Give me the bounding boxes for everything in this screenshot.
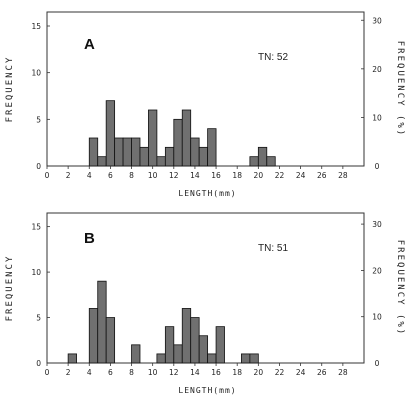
x-tick-label: 20 — [254, 368, 264, 377]
histogram-bar — [105, 317, 116, 364]
x-tick-label: 4 — [87, 368, 92, 377]
x-tick-label: 18 — [232, 171, 242, 180]
x-tick-label: 2 — [66, 368, 71, 377]
histogram-bar — [207, 353, 217, 364]
x-tick-label: 26 — [317, 368, 327, 377]
sample-size-annotation: TN: 51 — [258, 243, 288, 254]
histogram-bar — [215, 326, 225, 364]
y-left-tick-label: 5 — [36, 115, 41, 124]
y-left-axis-title: FREQUENCY — [5, 56, 15, 123]
histogram-bar — [105, 100, 116, 167]
y-right-tick-label: 20 — [372, 65, 382, 74]
histogram-bar — [131, 137, 141, 167]
x-tick-label: 20 — [254, 171, 264, 180]
histogram-bar — [173, 118, 183, 167]
histogram-bar — [257, 146, 268, 167]
histogram-bar — [97, 280, 107, 364]
y-left-axis-title: FREQUENCY — [5, 255, 15, 322]
x-tick-label: 16 — [211, 171, 221, 180]
histogram-bar — [139, 146, 149, 167]
sample-size-annotation: TN: 52 — [258, 52, 288, 63]
x-tick-label: 8 — [129, 368, 134, 377]
x-tick-label: 18 — [232, 368, 242, 377]
histogram-bar — [148, 109, 158, 167]
x-tick-label: 4 — [87, 171, 92, 180]
panel-label: B — [84, 230, 95, 247]
x-tick-label: 12 — [169, 171, 179, 180]
histogram-bar — [131, 344, 141, 364]
panel-label: A — [84, 36, 95, 53]
x-tick-label: 28 — [338, 368, 348, 377]
histogram-bar — [181, 109, 192, 167]
histogram-bar — [241, 353, 251, 364]
y-right-axis-title: FREQUENCY (%) — [395, 41, 405, 137]
x-tick-label: 0 — [45, 368, 50, 377]
x-tick-label: 24 — [296, 171, 306, 180]
y-left-tick-label: 0 — [36, 359, 41, 368]
x-tick-label: 22 — [275, 171, 285, 180]
y-right-tick-label: 0 — [375, 162, 380, 171]
histogram-bar — [190, 137, 200, 167]
histogram-bar — [67, 353, 77, 364]
histogram-bar — [122, 137, 132, 167]
histogram-bar — [190, 317, 200, 364]
x-tick-label: 24 — [296, 368, 306, 377]
histogram-bar — [173, 344, 183, 364]
x-tick-label: 14 — [190, 171, 200, 180]
histogram-bar — [207, 128, 217, 167]
x-tick-label: 2 — [66, 171, 71, 180]
x-tick-label: 16 — [211, 368, 221, 377]
x-tick-label: 10 — [148, 171, 158, 180]
y-right-tick-label: 30 — [372, 16, 382, 25]
y-left-tick-label: 10 — [31, 268, 41, 277]
histogram-bar — [156, 156, 166, 167]
histogram-bar — [249, 156, 259, 167]
x-axis-title: LENGTH(mm) — [178, 189, 236, 198]
histogram-bar — [266, 156, 276, 167]
x-axis-title: LENGTH(mm) — [178, 386, 236, 395]
y-left-tick-label: 0 — [36, 162, 41, 171]
histogram-bar — [164, 146, 175, 167]
x-tick-label: 6 — [108, 171, 113, 180]
histogram-bar — [88, 308, 99, 364]
y-right-tick-label: 30 — [372, 220, 382, 229]
y-right-tick-label: 10 — [372, 113, 382, 122]
x-tick-label: 28 — [338, 171, 348, 180]
histogram-bar — [181, 308, 192, 364]
y-left-tick-label: 10 — [31, 69, 41, 78]
y-right-tick-label: 0 — [375, 359, 380, 368]
histogram-bar — [97, 156, 107, 167]
x-tick-label: 8 — [129, 171, 134, 180]
x-tick-label: 0 — [45, 171, 50, 180]
x-tick-label: 14 — [190, 368, 200, 377]
histogram-bar — [249, 353, 259, 364]
histogram-bar — [164, 326, 175, 364]
x-tick-label: 26 — [317, 171, 327, 180]
histogram-bar — [88, 137, 99, 167]
y-left-tick-label: 5 — [36, 314, 41, 323]
x-tick-label: 10 — [148, 368, 158, 377]
y-left-tick-label: 15 — [31, 223, 41, 232]
histogram-bar — [198, 146, 209, 167]
x-tick-label: 12 — [169, 368, 179, 377]
y-left-tick-label: 15 — [31, 22, 41, 31]
x-tick-label: 22 — [275, 368, 285, 377]
histogram-bar — [156, 353, 166, 364]
histogram-bar — [198, 335, 209, 364]
y-right-tick-label: 10 — [372, 313, 382, 322]
x-tick-label: 6 — [108, 368, 113, 377]
y-right-axis-title: FREQUENCY (%) — [395, 240, 405, 336]
histogram-bar — [114, 137, 124, 167]
y-right-tick-label: 20 — [372, 266, 382, 275]
